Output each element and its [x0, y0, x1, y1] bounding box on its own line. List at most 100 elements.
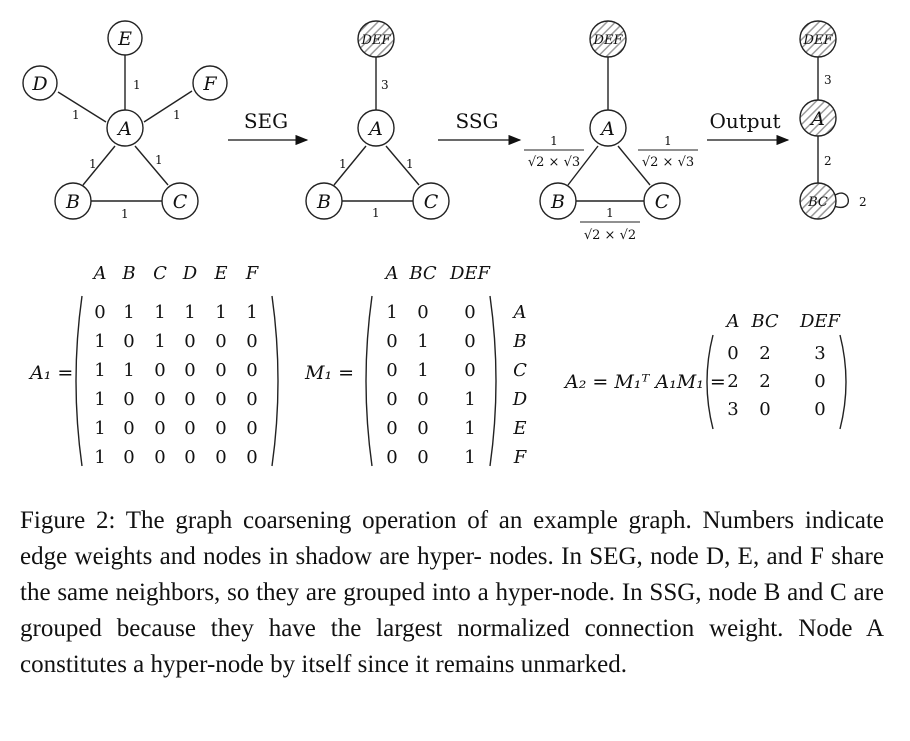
matrix-cell: 1: [417, 360, 428, 381]
svg-text:1: 1: [406, 157, 414, 171]
matrix-col-header: E: [213, 263, 227, 284]
graph-original: [57, 55, 193, 202]
matrix-cell: 1: [154, 302, 165, 323]
svg-text:1: 1: [89, 157, 97, 171]
matrix-A1-cells: 0 1 1 1 1 11 0 1 0 0 01 1 0 0 0 01 0 0 0 0 01 0 0 0 0 01 0 0 0 0 0: [94, 302, 257, 468]
svg-text:D: D: [31, 73, 47, 95]
svg-text:SEG: SEG: [244, 109, 288, 133]
matrix-cell: 0: [386, 360, 397, 381]
matrix-cell: 0: [184, 331, 195, 352]
arrow-output: Output: [707, 109, 790, 146]
svg-text:√2 × √2: √2 × √2: [584, 228, 636, 243]
caption-line-2: Numbers indicate edge weights and nodes …: [20, 507, 885, 570]
matrix-cell: 0: [246, 389, 257, 410]
matrix-M1-headers: A BC DEF: [384, 263, 492, 284]
svg-text:E: E: [117, 28, 132, 50]
matrix-cell: 0: [246, 360, 257, 381]
matrix-cell: 1: [215, 302, 226, 323]
matrix-cell: 1: [464, 418, 475, 439]
matrix-cell: 0: [215, 360, 226, 381]
matrix-cell: 0: [246, 331, 257, 352]
matrix-cell: 0: [215, 418, 226, 439]
hypernode-BC-output: BC: [799, 182, 837, 220]
graph-coarsening-figure: E D F A B C 1 1 1 1 1 1 SEG DEF: [22, 20, 867, 468]
matrix-cell: 0: [417, 302, 428, 323]
matrix-cell: 2: [759, 343, 770, 364]
ssg-weight-AC: 1 √2 × √3: [638, 134, 698, 170]
matrix-cell: 0: [464, 302, 475, 323]
caption-line-6: A constitutes a hyper-node by itself sin…: [20, 615, 884, 678]
matrix-cell: 0: [154, 360, 165, 381]
matrix-cell: 0: [184, 360, 195, 381]
arrow-ssg: SSG: [438, 109, 522, 146]
svg-text:1: 1: [72, 108, 80, 122]
matrix-cell: 1: [94, 447, 105, 468]
svg-text:B: B: [65, 191, 80, 213]
svg-text:A: A: [367, 118, 383, 140]
hypernode-DEF-seg: DEF: [357, 20, 395, 58]
edge-weights-output: 3 2 2: [824, 73, 867, 209]
matrix-A2: A₂ = M₁ᵀ A₁M₁ = A BC DEF 0 2 32 2 03 0 0: [563, 311, 847, 430]
matrix-A2-cells: 0 2 32 2 03 0 0: [727, 343, 825, 420]
matrix-cell: 0: [464, 331, 475, 352]
node-A: A: [106, 109, 144, 147]
matrix-cell: 0: [123, 389, 134, 410]
matrix-cell: 0: [727, 343, 738, 364]
node-B-seg: B: [305, 182, 343, 220]
matrix-cell: 0: [184, 389, 195, 410]
node-D: D: [22, 65, 58, 101]
node-C: C: [161, 182, 199, 220]
matrix-cell: 3: [727, 399, 738, 420]
matrix-cell: 2: [759, 371, 770, 392]
svg-text:√2 × √3: √2 × √3: [528, 155, 580, 170]
matrix-col-header: DEF: [449, 263, 492, 284]
svg-text:1: 1: [155, 153, 163, 167]
svg-text:F: F: [202, 73, 217, 95]
svg-text:B: B: [550, 191, 565, 213]
svg-text:Output: Output: [709, 109, 780, 133]
graph-ssg: [567, 57, 651, 202]
matrix-cell: 0: [386, 389, 397, 410]
matrix-cell: 0: [154, 418, 165, 439]
matrix-col-header: BC: [408, 263, 437, 284]
matrix-cell: 0: [386, 331, 397, 352]
matrix-cell: 0: [759, 399, 770, 420]
matrix-cell: 0: [154, 389, 165, 410]
edge-weights-original: 1 1 1 1 1 1: [72, 78, 181, 221]
matrix-row-label: A: [512, 302, 527, 323]
svg-text:√2 × √3: √2 × √3: [642, 155, 694, 170]
svg-text:1: 1: [121, 207, 129, 221]
matrix-cell: 3: [814, 343, 825, 364]
svg-text:A: A: [809, 108, 825, 130]
matrix-row-label: C: [513, 360, 527, 381]
svg-text:1: 1: [550, 134, 558, 148]
svg-text:1: 1: [339, 157, 347, 171]
node-C-ssg: C: [643, 182, 681, 220]
svg-text:3: 3: [824, 73, 832, 87]
matrix-cell: 0: [417, 389, 428, 410]
arrow-seg: SEG: [228, 109, 309, 146]
matrix-cell: 1: [246, 302, 257, 323]
svg-text:DEF: DEF: [361, 33, 392, 48]
matrix-cell: 0: [386, 418, 397, 439]
matrix-col-header: A: [384, 263, 399, 284]
matrix-cell: 1: [123, 360, 134, 381]
svg-text:DEF: DEF: [593, 33, 624, 48]
edge-weights-seg: 3 1 1 1: [339, 78, 414, 220]
matrix-cell: 1: [154, 331, 165, 352]
svg-text:DEF: DEF: [803, 33, 834, 48]
matrix-cell: 0: [814, 371, 825, 392]
matrix-row-label: D: [512, 389, 528, 410]
matrix-cell: 0: [184, 418, 195, 439]
svg-text:C: C: [424, 191, 439, 213]
hypernode-DEF-output: DEF: [799, 20, 837, 58]
caption-line-3: nodes. In SEG, node D, E, and F share th…: [20, 543, 884, 606]
matrix-cell: 1: [94, 418, 105, 439]
matrix-cell: 1: [94, 331, 105, 352]
node-C-seg: C: [412, 182, 450, 220]
matrix-cell: 0: [215, 447, 226, 468]
matrix-col-header: D: [182, 263, 198, 284]
node-B-ssg: B: [539, 182, 577, 220]
